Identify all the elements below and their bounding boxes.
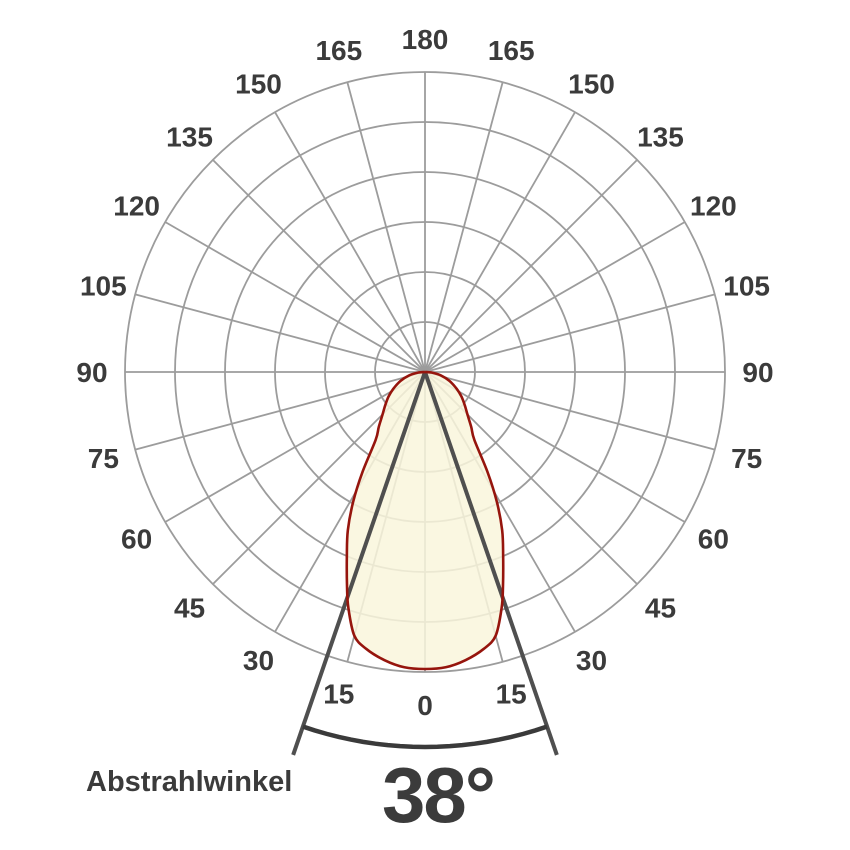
beam-angle-line (423, 371, 559, 756)
angle-scale-labels: 0 15 15 30 30 45 45 60 60 75 75 90 90 105 105 120 120 135… (76, 24, 773, 721)
angle-label: 90 (742, 357, 773, 388)
beam-angle-caption: Abstrahlwinkel (86, 766, 292, 798)
angle-label: 15 (496, 678, 527, 709)
beam-angle-value: 38° (382, 751, 494, 839)
angle-label: 15 (323, 678, 354, 709)
angle-label: 135 (637, 121, 684, 152)
beam-lobe-layer (346, 372, 504, 669)
angle-label: 45 (174, 592, 205, 623)
angle-label: 165 (488, 35, 535, 66)
angle-label: 120 (113, 190, 160, 221)
angle-label: 0 (417, 690, 433, 721)
angle-label: 60 (121, 523, 152, 554)
angle-label: 165 (315, 35, 362, 66)
beam-angle-indicator-layer (291, 370, 559, 756)
angle-label: 30 (576, 645, 607, 676)
angle-label: 105 (723, 271, 770, 302)
angle-label: 135 (166, 121, 213, 152)
beam-angle-arc (302, 724, 548, 750)
angle-label: 150 (568, 68, 615, 99)
angle-label: 30 (243, 645, 274, 676)
angle-label: 105 (80, 271, 127, 302)
angle-label: 75 (731, 443, 762, 474)
angle-label: 180 (402, 24, 449, 55)
angle-label: 60 (698, 523, 729, 554)
angle-label: 120 (690, 190, 737, 221)
beam-lobe-outline (345, 370, 505, 671)
beam-angle-line (291, 371, 427, 756)
angle-label: 45 (645, 592, 676, 623)
beam-lobe-fill (346, 372, 504, 669)
angle-label: 150 (235, 68, 282, 99)
angle-label: 75 (88, 443, 119, 474)
angle-label: 90 (76, 357, 107, 388)
